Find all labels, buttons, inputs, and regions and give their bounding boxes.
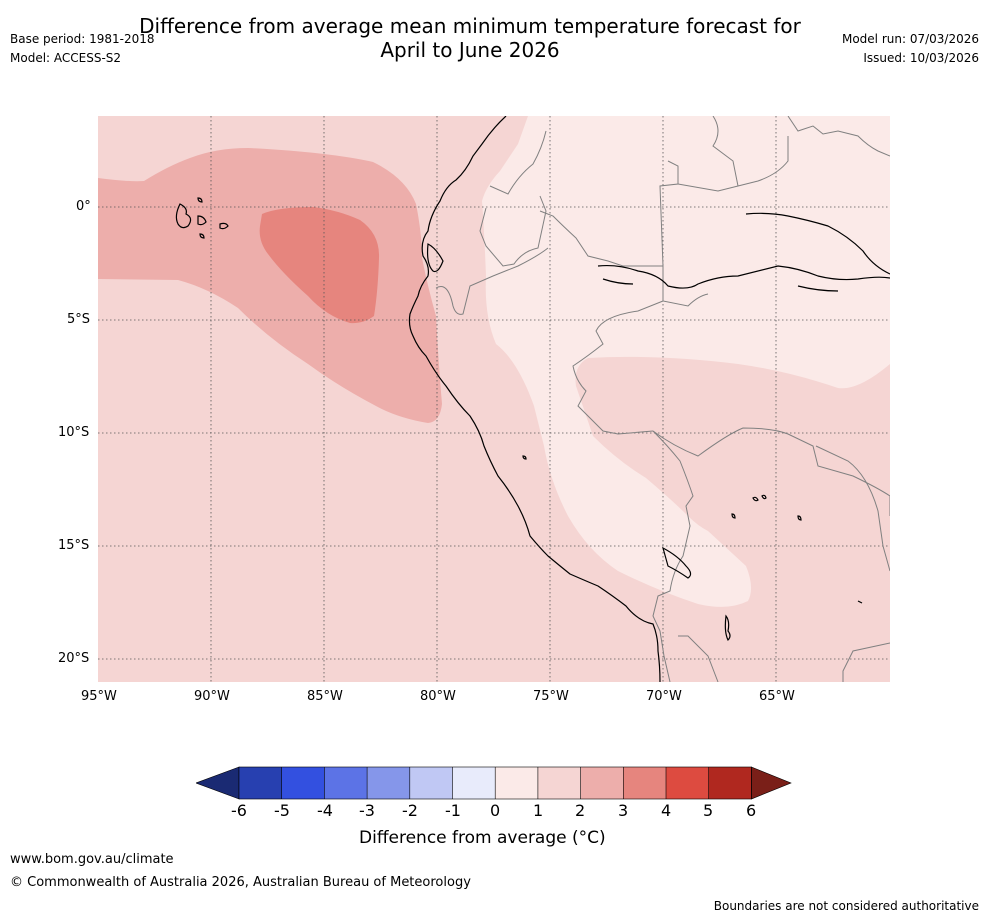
lon-label-70w: 70°W [646, 689, 682, 704]
colorbar-tick--2: -2 [402, 801, 418, 820]
colorbar-swatch-above-6 [751, 766, 792, 800]
colorbar-tick--3: -3 [359, 801, 375, 820]
model-label: Model: ACCESS-S2 [10, 51, 122, 65]
footer-url-link[interactable]: www.bom.gov.au/climate [10, 852, 174, 867]
lat-label-20s: 20°S [58, 651, 90, 666]
colorbar-tick--1: -1 [445, 801, 461, 820]
colorbar-swatch-0-1 [495, 767, 538, 799]
colorbar-swatch--1-0 [452, 767, 496, 799]
colorbar-swatch-5-6 [708, 767, 752, 799]
page-title-line1: Difference from average mean minimum tem… [139, 14, 801, 38]
lat-label-10s: 10°S [58, 425, 90, 440]
page-title-line2: April to June 2026 [380, 38, 560, 62]
lon-label-80w: 80°W [420, 689, 456, 704]
colorbar-tick-5: 5 [703, 801, 714, 820]
footer-copyright: © Commonwealth of Australia 2026, Austra… [10, 875, 471, 890]
colorbar-tick--6: -6 [231, 801, 247, 820]
colorbar-title: Difference from average (°C) [359, 828, 606, 848]
forecast-map [98, 116, 890, 682]
colorbar-swatch--6--5 [239, 767, 282, 799]
lat-label-0: 0° [76, 199, 91, 214]
colorbar-swatch--2--1 [409, 767, 453, 799]
colorbar-swatch-3-4 [623, 767, 666, 799]
colorbar-tick-6: 6 [746, 801, 757, 820]
colorbar-swatch--5--4 [281, 767, 325, 799]
colorbar-swatch--4--3 [324, 767, 368, 799]
base-period-label: Base period: 1981-2018 [10, 32, 155, 46]
lon-label-65w: 65°W [759, 689, 795, 704]
colorbar-tick--5: -5 [274, 801, 290, 820]
coastlines [175, 116, 890, 682]
colorbar-swatch-1-2 [537, 767, 581, 799]
lon-label-85w: 85°W [307, 689, 343, 704]
colorbar-swatch--3--2 [367, 767, 410, 799]
colorbar-swatch-2-3 [580, 767, 624, 799]
country-borders [435, 116, 890, 682]
colorbar-swatch-4-5 [666, 767, 709, 799]
model-run-label: Model run: 07/03/2026 [841, 32, 979, 46]
colorbar-tick-0: 0 [490, 801, 501, 820]
anomaly-band-2-3 [98, 148, 442, 423]
lat-label-5s: 5°S [67, 312, 91, 327]
colorbar [196, 766, 792, 800]
colorbar-tick-2: 2 [575, 801, 586, 820]
colorbar-swatch-below--6 [196, 766, 240, 800]
issued-label: Issued: 10/03/2026 [863, 51, 979, 65]
anomaly-band-3-4 [259, 207, 380, 324]
lon-label-95w: 95°W [81, 689, 117, 704]
anomaly-band-0-1 [482, 116, 890, 607]
map-canvas [98, 116, 890, 682]
colorbar-tick-4: 4 [661, 801, 672, 820]
graticule [98, 116, 890, 682]
lon-label-75w: 75°W [533, 689, 569, 704]
colorbar-tick--4: -4 [317, 801, 333, 820]
colorbar-tick-1: 1 [533, 801, 544, 820]
lat-label-15s: 15°S [58, 538, 90, 553]
colorbar-tick-3: 3 [618, 801, 629, 820]
footer-disclaimer: Boundaries are not considered authoritat… [713, 899, 979, 913]
lon-label-90w: 90°W [194, 689, 230, 704]
